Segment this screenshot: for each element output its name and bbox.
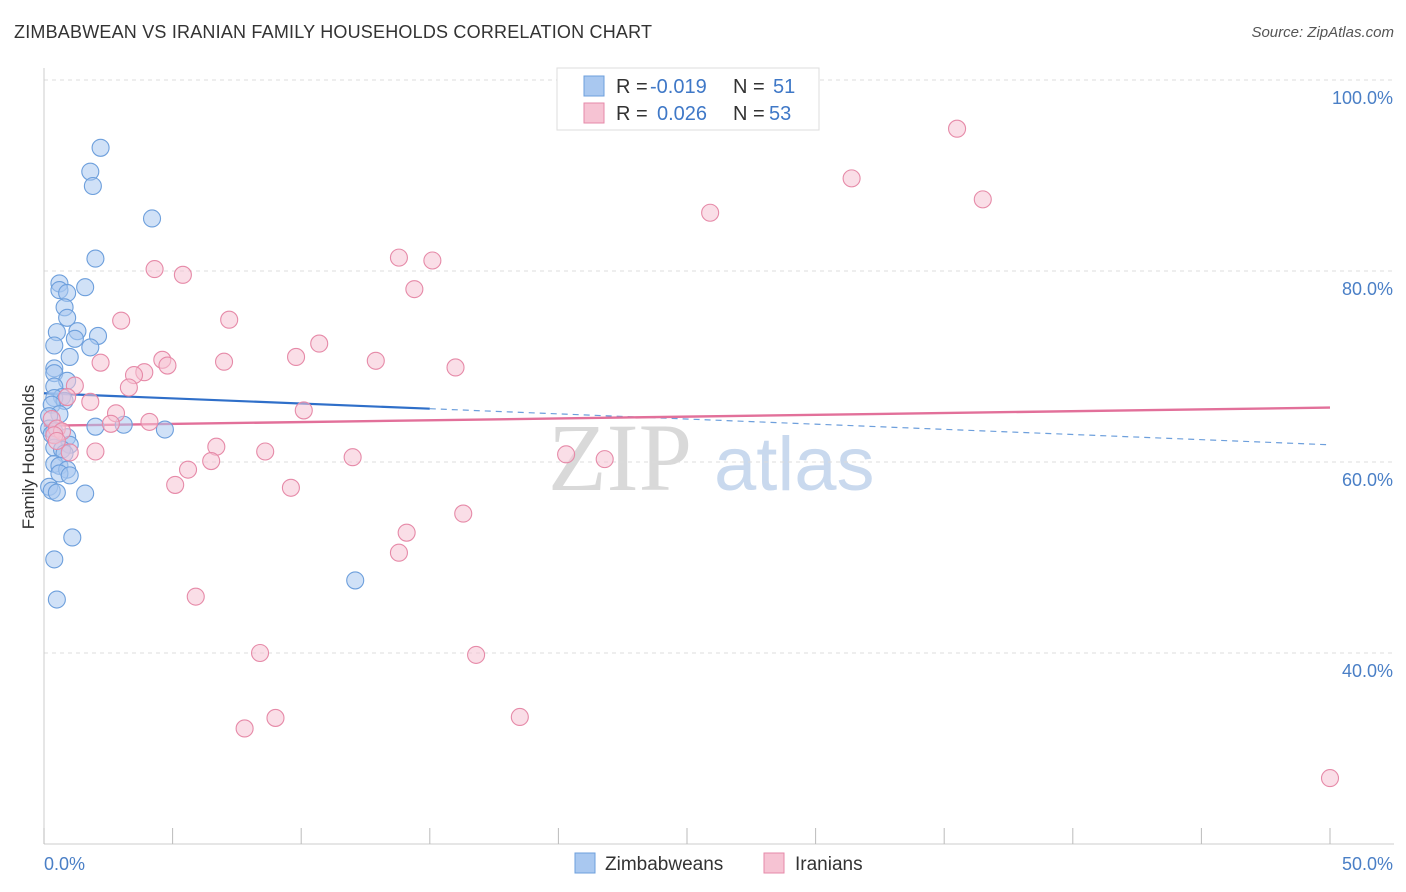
point-iranian — [145, 260, 164, 279]
legend-r-label-2: R = — [616, 103, 648, 125]
point-iranian — [467, 645, 486, 664]
point-iranian — [112, 311, 131, 330]
axes — [43, 68, 1394, 845]
point-zimbabwean — [86, 249, 105, 268]
bottom-legend: Zimbabweans Iranians — [574, 852, 863, 875]
bottom-legend-zimbabweans: Zimbabweans — [605, 854, 723, 875]
point-iranian — [1320, 769, 1340, 788]
data-points — [40, 119, 1340, 788]
point-iranian — [701, 203, 720, 222]
point-zimbabwean — [65, 329, 84, 348]
point-zimbabwean — [91, 138, 110, 157]
y-tick-label: 100.0% — [1332, 88, 1393, 108]
source-label: Source: ZipAtlas.com — [1251, 24, 1394, 41]
point-iranian — [81, 392, 100, 411]
point-zimbabwean — [76, 278, 95, 297]
point-iranian — [948, 119, 967, 138]
point-iranian — [557, 445, 576, 464]
point-iranian — [186, 587, 205, 606]
trend-line-iranians — [43, 406, 1331, 427]
point-iranian — [158, 356, 177, 375]
trend-line-zimbabweans-solid — [43, 392, 430, 410]
y-tick-label: 80.0% — [1342, 279, 1393, 299]
point-iranian — [220, 310, 239, 329]
legend-swatch-zimbabweans — [583, 75, 605, 97]
point-iranian — [389, 543, 408, 562]
point-iranian — [446, 358, 465, 377]
point-zimbabwean — [76, 484, 95, 503]
point-iranian — [343, 448, 362, 467]
point-iranian — [178, 460, 198, 479]
point-iranian — [842, 169, 861, 188]
point-iranian — [86, 442, 105, 461]
point-zimbabwean — [81, 338, 100, 357]
point-iranian — [58, 388, 77, 407]
point-iranian — [454, 504, 473, 523]
tick-labels: 40.0% 60.0% 80.0% 100.0% 0.0% 50.0% — [44, 88, 1393, 874]
point-iranian — [595, 450, 614, 469]
watermark-atlas: atlas — [714, 422, 875, 507]
point-iranian — [235, 719, 254, 738]
legend-swatch-iranians — [583, 102, 605, 124]
point-zimbabwean — [86, 417, 105, 436]
point-iranian — [166, 475, 185, 494]
point-iranian — [173, 265, 192, 284]
point-iranian — [366, 351, 385, 370]
point-iranian — [294, 401, 313, 420]
chart-title: ZIMBABWEAN VS IRANIAN FAMILY HOUSEHOLDS … — [14, 22, 653, 42]
legend-n-label-1: N = — [733, 76, 765, 98]
grid-lines — [44, 79, 1394, 654]
point-iranian — [250, 643, 270, 663]
point-zimbabwean — [142, 209, 162, 228]
point-zimbabwean — [45, 550, 64, 569]
point-iranian — [47, 431, 66, 451]
point-iranian — [202, 451, 221, 471]
point-iranian — [510, 707, 529, 727]
legend-n-value-2: 53 — [769, 103, 791, 125]
point-zimbabwean — [83, 176, 102, 196]
point-iranian — [405, 280, 424, 299]
point-iranian — [389, 248, 408, 267]
legend-r-value-2: 0.026 — [657, 103, 707, 125]
point-zimbabwean — [60, 347, 79, 367]
point-zimbabwean — [60, 466, 79, 485]
legend-r-label-1: R = — [616, 76, 648, 98]
y-tick-label: 60.0% — [1342, 470, 1393, 490]
y-axis-label: Family Households — [19, 385, 38, 530]
bottom-legend-swatch-iranians — [763, 852, 785, 874]
point-iranian — [266, 708, 285, 727]
trend-line-zimbabweans-dashed — [429, 408, 1331, 446]
y-tick-label: 40.0% — [1342, 661, 1393, 681]
bottom-legend-iranians: Iranians — [795, 854, 863, 875]
point-iranian — [397, 523, 416, 542]
point-iranian — [119, 378, 138, 397]
point-zimbabwean — [47, 590, 66, 609]
legend-n-value-1: 51 — [773, 76, 795, 98]
point-iranian — [281, 478, 300, 497]
legend-r-value-1: -0.019 — [650, 76, 707, 98]
point-iranian — [423, 251, 442, 270]
x-tick-label: 50.0% — [1342, 854, 1393, 874]
point-zimbabwean — [346, 571, 365, 590]
point-iranian — [91, 353, 110, 372]
point-zimbabwean — [58, 308, 77, 327]
legend: R = -0.019 N = 51 R = 0.026 N = 53 — [556, 67, 820, 131]
point-iranian — [140, 412, 159, 431]
point-iranian — [310, 334, 329, 353]
point-iranian — [287, 347, 306, 367]
point-zimbabwean — [63, 528, 82, 547]
point-iranian — [60, 443, 79, 462]
point-zimbabwean — [155, 420, 174, 439]
point-iranian — [973, 190, 992, 209]
point-zimbabwean — [47, 483, 66, 502]
legend-n-label-2: N = — [733, 103, 765, 125]
bottom-legend-swatch-zimbabweans — [574, 852, 596, 874]
point-iranian — [214, 352, 234, 371]
point-iranian — [256, 442, 275, 461]
point-zimbabwean — [45, 336, 64, 355]
x-tick-label: 0.0% — [44, 854, 85, 874]
trend-lines — [43, 392, 1331, 446]
point-iranian — [101, 414, 120, 433]
